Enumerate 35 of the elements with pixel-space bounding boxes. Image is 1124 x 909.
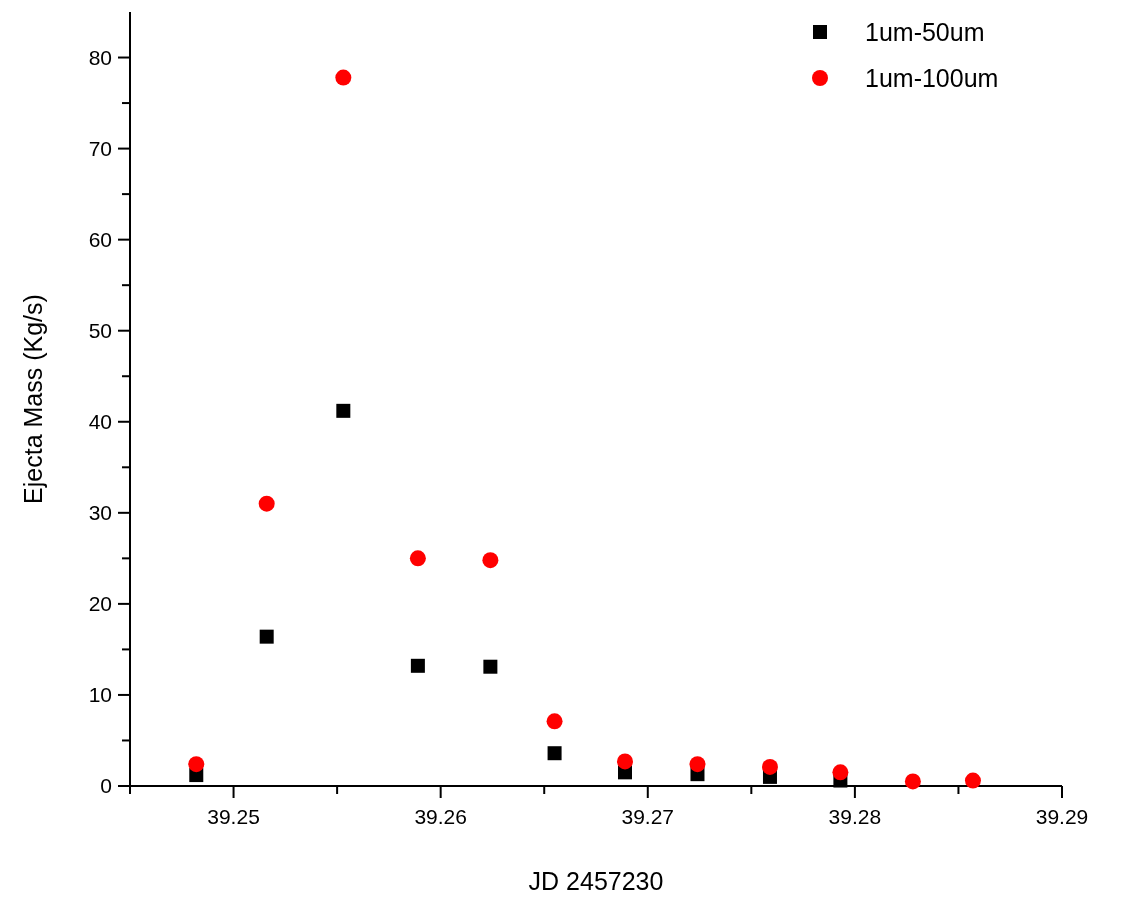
x-tick-label: 39.26	[414, 805, 467, 828]
x-axis-title: JD 2457230	[528, 867, 664, 895]
x-tick-label: 39.27	[621, 805, 675, 828]
point	[689, 756, 706, 773]
point	[188, 756, 205, 773]
y-tick-label: 30	[88, 501, 112, 525]
point	[410, 658, 425, 673]
point	[832, 764, 849, 781]
point	[761, 758, 778, 775]
y-tick-label: 0	[100, 774, 112, 798]
y-tick-label: 70	[88, 136, 112, 160]
point	[258, 495, 275, 512]
point	[259, 629, 274, 644]
x-tick-label: 39.29	[1035, 805, 1089, 828]
point	[409, 550, 426, 567]
x-tick-label: 39.28	[828, 805, 882, 828]
y-tick-label: 50	[88, 319, 112, 343]
legend-label: 1um-50um	[865, 17, 985, 46]
x-tick-label: 39.25	[207, 805, 260, 828]
point	[964, 772, 981, 789]
legend-label: 1um-100um	[865, 63, 999, 92]
y-tick-label: 10	[88, 683, 112, 707]
y-tick-label: 20	[88, 592, 112, 616]
point	[546, 713, 563, 730]
point	[335, 69, 352, 86]
point	[617, 753, 633, 770]
point	[482, 552, 499, 569]
y-tick-label: 80	[88, 45, 112, 69]
y-axis-title: Ejecta Mass (Kg/s)	[19, 294, 47, 504]
point	[336, 403, 351, 418]
point	[483, 659, 498, 674]
point	[547, 746, 562, 761]
y-tick-label: 60	[88, 228, 112, 251]
y-tick-label: 40	[88, 410, 112, 434]
point	[904, 773, 921, 790]
